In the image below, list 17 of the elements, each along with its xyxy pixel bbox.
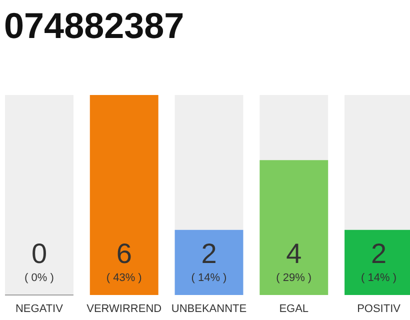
- annotation: 0: [31, 238, 48, 269]
- x-tick-label: UNBEKANNTE: [171, 303, 247, 315]
- annotation: 2: [370, 238, 387, 269]
- chart-title: 074882387: [4, 5, 184, 46]
- x-tick-label: EGAL: [279, 303, 309, 315]
- annotation: 6: [116, 238, 132, 269]
- data-label: ( 43% ): [106, 272, 142, 284]
- x-tick-label: VERWIRREND: [86, 303, 162, 315]
- bar: [90, 95, 158, 295]
- annotation: 2: [201, 238, 217, 269]
- data-label: ( 29% ): [276, 272, 312, 284]
- annotation: 4: [286, 238, 302, 269]
- data-label: ( 14% ): [361, 272, 397, 284]
- x-tick-label: NEGATIV: [15, 303, 64, 315]
- x-tick-label: POSITIV: [357, 303, 402, 315]
- data-label: ( 0% ): [24, 272, 54, 284]
- data-label: ( 14% ): [191, 272, 227, 284]
